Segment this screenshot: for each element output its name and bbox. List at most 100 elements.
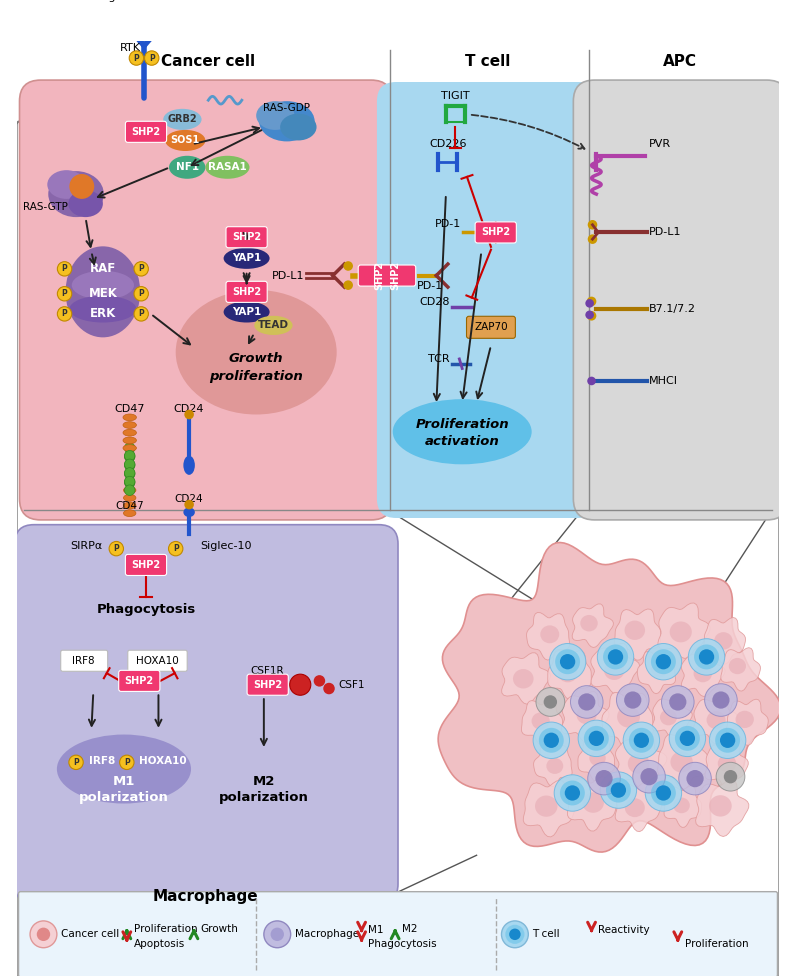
Polygon shape bbox=[548, 651, 591, 699]
Ellipse shape bbox=[729, 658, 746, 674]
Circle shape bbox=[145, 51, 159, 65]
FancyBboxPatch shape bbox=[20, 80, 392, 520]
Text: IRF8: IRF8 bbox=[72, 656, 95, 666]
FancyBboxPatch shape bbox=[247, 674, 288, 695]
FancyBboxPatch shape bbox=[17, 121, 779, 976]
Ellipse shape bbox=[587, 377, 596, 386]
Text: activation: activation bbox=[425, 435, 500, 448]
Circle shape bbox=[686, 770, 704, 788]
Circle shape bbox=[124, 443, 135, 453]
Circle shape bbox=[290, 674, 310, 695]
Polygon shape bbox=[681, 651, 725, 697]
FancyBboxPatch shape bbox=[358, 265, 400, 286]
Ellipse shape bbox=[585, 299, 594, 307]
Ellipse shape bbox=[589, 751, 606, 766]
Text: PVR: PVR bbox=[649, 140, 671, 149]
Ellipse shape bbox=[65, 246, 140, 338]
Polygon shape bbox=[561, 692, 609, 742]
Text: TEAD: TEAD bbox=[258, 320, 289, 331]
Text: CD47: CD47 bbox=[115, 502, 144, 511]
Text: P: P bbox=[139, 309, 144, 318]
Circle shape bbox=[603, 644, 628, 670]
Text: SHP2: SHP2 bbox=[131, 127, 161, 137]
Polygon shape bbox=[602, 692, 654, 750]
Text: SHP2: SHP2 bbox=[125, 675, 154, 686]
Text: Phagocytosis: Phagocytosis bbox=[369, 939, 437, 949]
Text: P: P bbox=[173, 545, 178, 553]
Ellipse shape bbox=[280, 113, 317, 141]
Ellipse shape bbox=[558, 664, 578, 682]
Polygon shape bbox=[501, 653, 550, 704]
Text: P: P bbox=[134, 54, 139, 62]
Circle shape bbox=[124, 459, 135, 469]
Ellipse shape bbox=[540, 626, 560, 643]
Text: Proliferation: Proliferation bbox=[685, 939, 748, 949]
Circle shape bbox=[699, 649, 714, 665]
Circle shape bbox=[134, 262, 148, 276]
Text: P: P bbox=[139, 264, 144, 273]
Text: RAS-GTP: RAS-GTP bbox=[23, 202, 68, 212]
Circle shape bbox=[675, 726, 700, 751]
Text: ZAP70: ZAP70 bbox=[474, 322, 508, 332]
Ellipse shape bbox=[123, 422, 136, 428]
Ellipse shape bbox=[576, 706, 597, 724]
Circle shape bbox=[185, 410, 194, 420]
Circle shape bbox=[544, 733, 559, 748]
Circle shape bbox=[716, 762, 745, 792]
FancyBboxPatch shape bbox=[126, 554, 166, 576]
Polygon shape bbox=[693, 696, 738, 744]
Circle shape bbox=[129, 51, 143, 65]
Circle shape bbox=[712, 691, 730, 709]
Circle shape bbox=[624, 691, 642, 709]
Ellipse shape bbox=[123, 414, 136, 421]
Ellipse shape bbox=[660, 710, 677, 725]
Ellipse shape bbox=[169, 156, 205, 179]
Circle shape bbox=[30, 921, 57, 948]
Text: SHP2: SHP2 bbox=[232, 232, 261, 242]
FancyBboxPatch shape bbox=[573, 80, 788, 520]
Text: Cancer cell: Cancer cell bbox=[60, 929, 119, 939]
Text: GRB2: GRB2 bbox=[168, 114, 197, 124]
Circle shape bbox=[124, 485, 135, 496]
Circle shape bbox=[720, 733, 736, 748]
Ellipse shape bbox=[617, 706, 640, 727]
Polygon shape bbox=[572, 604, 614, 647]
Polygon shape bbox=[658, 603, 710, 659]
Circle shape bbox=[679, 762, 712, 794]
Ellipse shape bbox=[587, 297, 596, 306]
Ellipse shape bbox=[625, 798, 645, 817]
Ellipse shape bbox=[532, 712, 550, 730]
Text: P: P bbox=[73, 757, 79, 767]
Circle shape bbox=[709, 722, 746, 758]
Text: CD47: CD47 bbox=[115, 404, 145, 415]
Circle shape bbox=[555, 649, 580, 674]
Ellipse shape bbox=[604, 661, 624, 680]
Circle shape bbox=[633, 760, 665, 793]
FancyBboxPatch shape bbox=[126, 121, 166, 142]
Polygon shape bbox=[523, 780, 576, 836]
Polygon shape bbox=[527, 613, 570, 660]
Polygon shape bbox=[664, 786, 702, 828]
Text: M2: M2 bbox=[252, 775, 275, 788]
Circle shape bbox=[611, 783, 626, 797]
Point bbox=[158, 6, 171, 21]
Circle shape bbox=[554, 775, 591, 811]
Text: TIGIT: TIGIT bbox=[441, 92, 470, 102]
Ellipse shape bbox=[224, 302, 270, 322]
Text: P: P bbox=[61, 264, 68, 273]
Text: RAS-GDP: RAS-GDP bbox=[263, 102, 310, 113]
Circle shape bbox=[263, 921, 291, 948]
Ellipse shape bbox=[123, 495, 136, 502]
Ellipse shape bbox=[583, 793, 604, 813]
Ellipse shape bbox=[585, 310, 594, 319]
Text: CD24: CD24 bbox=[174, 404, 205, 415]
Circle shape bbox=[641, 768, 657, 786]
Text: P: P bbox=[139, 289, 144, 299]
Ellipse shape bbox=[392, 399, 532, 465]
Circle shape bbox=[134, 306, 148, 321]
Circle shape bbox=[564, 786, 580, 800]
Circle shape bbox=[578, 693, 595, 711]
Text: M1: M1 bbox=[113, 775, 135, 788]
Circle shape bbox=[589, 731, 604, 746]
FancyBboxPatch shape bbox=[466, 316, 515, 339]
